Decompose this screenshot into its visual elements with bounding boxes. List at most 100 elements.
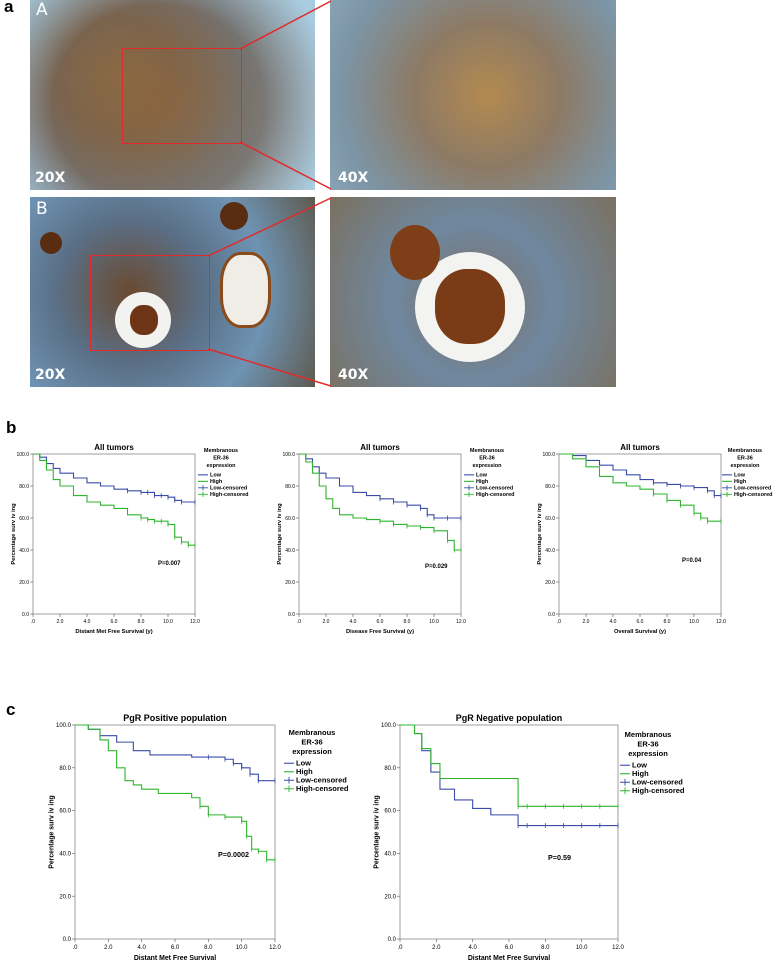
x-tick-label: 12.0	[456, 619, 466, 625]
km-chart: PgR Positive population 0.0 20.0 40.0 60.0 80…	[48, 713, 349, 960]
row-tag: A	[36, 0, 48, 20]
legend-swatch	[198, 491, 208, 497]
x-tick-label: .0	[31, 619, 35, 625]
series-line-high	[400, 724, 618, 807]
x-tick-label: 8.0	[138, 619, 145, 625]
legend-swatch	[722, 491, 732, 497]
legend-title: Membranous	[470, 448, 504, 454]
legend-swatch	[284, 776, 294, 784]
x-axis-label: Disease Free Survival (y)	[346, 629, 414, 635]
x-axis-label: Overall Survival (y)	[614, 629, 666, 635]
legend-swatch	[464, 485, 474, 491]
legend-item: High-censored	[734, 492, 773, 498]
zoom-box	[90, 255, 210, 351]
legend-swatch	[284, 785, 294, 793]
y-tick-label: 40.0	[19, 548, 29, 554]
legend-title: Membranous	[728, 448, 762, 454]
legend-title: ER-36	[213, 456, 229, 462]
plot-frame	[74, 724, 276, 940]
legend-item: High	[476, 479, 489, 485]
x-tick-label: 4.0	[350, 619, 357, 625]
legend-item: High	[210, 479, 223, 485]
y-tick-label: 80.0	[19, 484, 29, 490]
legend-item: Low	[210, 473, 222, 479]
y-tick-label: 100.0	[56, 723, 72, 729]
legend-title: Membranous	[289, 728, 336, 737]
legend-item: High-censored	[632, 786, 685, 795]
legend: MembranousER-36expressionLowHighLow-cens…	[284, 728, 349, 793]
y-tick-label: 100.0	[16, 452, 29, 458]
legend-item: Low-censored	[210, 486, 247, 492]
legend-item: Low-censored	[476, 486, 513, 492]
y-tick-label: 0.0	[288, 612, 295, 618]
y-tick-label: 60.0	[59, 809, 71, 815]
legend: MembranousER-36expressionLowHighLow-cens…	[464, 448, 515, 498]
legend-title: expression	[628, 749, 668, 758]
panel-a-letter: a	[4, 0, 14, 16]
y-axis-label: Percentage surv iv ing	[11, 503, 17, 565]
p-value-annotation: P=0.59	[548, 853, 571, 862]
x-tick-label: 12.0	[716, 619, 726, 625]
legend-title: ER-36	[301, 738, 322, 747]
km-chart: All tumors 0.0 20.0 40.0 60.0 80.0 100.0 .0 2.0 4…	[277, 443, 515, 635]
zoom-box	[122, 48, 242, 144]
p-value-annotation: P=0.029	[425, 564, 448, 570]
x-axis-label: Distant Met Free Survival (y)	[75, 629, 152, 635]
legend-title: Membranous	[625, 730, 672, 739]
y-tick-label: 80.0	[59, 766, 71, 772]
plot-frame	[298, 453, 462, 615]
legend-item: Low	[632, 761, 647, 770]
legend-title: Membranous	[204, 448, 238, 454]
legend-item: Low-censored	[632, 778, 683, 787]
legend-item: High-censored	[296, 784, 349, 793]
x-tick-label: .0	[72, 945, 78, 951]
series-line-high	[559, 453, 721, 522]
legend-title: expression	[206, 463, 236, 469]
y-tick-label: 80.0	[384, 766, 396, 772]
legend-item: Low	[476, 473, 488, 479]
chart-title: All tumors	[360, 443, 400, 452]
magnification-label: 40X	[338, 170, 369, 186]
micrograph-a-20x: A 20X	[30, 0, 315, 190]
chart-title: All tumors	[620, 443, 660, 452]
x-tick-label: .0	[297, 619, 301, 625]
y-tick-label: 40.0	[545, 548, 555, 554]
km-chart: All tumors 0.0 20.0 40.0 60.0 80.0 100.0 .0 2.0 4…	[11, 443, 249, 635]
legend-title: expression	[730, 463, 760, 469]
x-tick-label: .0	[397, 945, 403, 951]
series-line-low	[33, 453, 195, 503]
x-tick-label: 10.0	[689, 619, 699, 625]
legend: MembranousER-36expressionLowHighLow-cens…	[620, 730, 685, 795]
legend-title: ER-36	[737, 456, 753, 462]
series-line-low	[75, 724, 275, 782]
y-tick-label: 20.0	[285, 580, 295, 586]
y-tick-label: 0.0	[548, 612, 555, 618]
x-tick-label: 6.0	[171, 945, 180, 951]
x-tick-label: 4.0	[468, 945, 477, 951]
x-tick-label: 8.0	[204, 945, 213, 951]
plot-frame	[399, 724, 619, 940]
legend-swatch	[198, 485, 208, 491]
x-tick-label: 6.0	[111, 619, 118, 625]
x-tick-label: 6.0	[505, 945, 514, 951]
x-tick-label: 6.0	[377, 619, 384, 625]
y-tick-label: 80.0	[545, 484, 555, 490]
legend-swatch	[722, 485, 732, 491]
x-tick-label: 6.0	[637, 619, 644, 625]
x-tick-label: 10.0	[236, 945, 248, 951]
x-tick-label: 2.0	[104, 945, 113, 951]
legend-title: ER-36	[637, 740, 658, 749]
legend-item: Low-censored	[296, 776, 347, 785]
y-tick-label: 60.0	[19, 516, 29, 522]
series-line-low	[400, 724, 618, 827]
legend-item: Low	[734, 473, 746, 479]
legend-item: Low	[296, 759, 311, 768]
chart-title: PgR Positive population	[123, 713, 227, 723]
y-tick-label: 100.0	[542, 452, 555, 458]
legend-title: expression	[472, 463, 502, 469]
x-tick-label: 2.0	[583, 619, 590, 625]
zoom-connector-lines	[207, 0, 332, 387]
legend-swatch	[620, 787, 630, 795]
chart-title: PgR Negative population	[456, 713, 563, 723]
